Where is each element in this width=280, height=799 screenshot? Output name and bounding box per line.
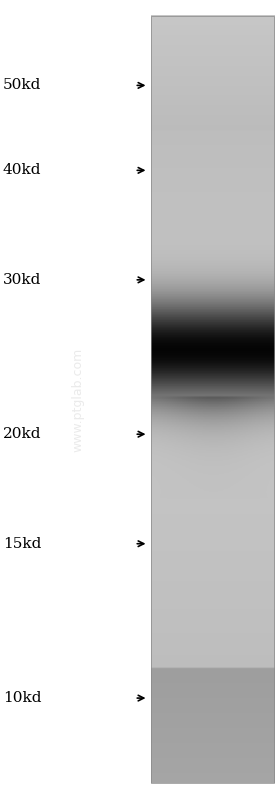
Text: 10kd: 10kd bbox=[3, 691, 41, 705]
Bar bbox=[151, 16, 274, 783]
Text: 20kd: 20kd bbox=[3, 427, 41, 441]
Text: 30kd: 30kd bbox=[3, 272, 41, 287]
Text: www.ptglab.com: www.ptglab.com bbox=[72, 348, 85, 451]
Text: 50kd: 50kd bbox=[3, 78, 41, 93]
Text: 40kd: 40kd bbox=[3, 163, 41, 177]
Text: 15kd: 15kd bbox=[3, 537, 41, 551]
